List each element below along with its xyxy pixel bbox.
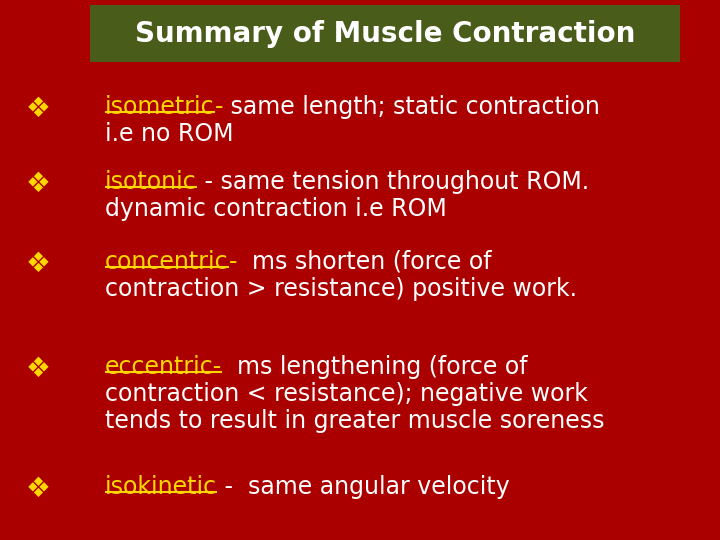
- Text: ❖: ❖: [26, 95, 50, 123]
- Text: eccentric-: eccentric-: [105, 355, 222, 379]
- Text: concentric: concentric: [105, 250, 229, 274]
- Text: isokinetic: isokinetic: [105, 475, 217, 499]
- Text: - same tension throughout ROM.: - same tension throughout ROM.: [197, 170, 589, 194]
- Text: isometric: isometric: [105, 95, 215, 119]
- Text: contraction < resistance); negative work: contraction < resistance); negative work: [105, 382, 588, 406]
- Text: ❖: ❖: [26, 170, 50, 198]
- Text: ❖: ❖: [26, 250, 50, 278]
- Text: ms shorten (force of: ms shorten (force of: [237, 250, 492, 274]
- Text: Summary of Muscle Contraction: Summary of Muscle Contraction: [135, 19, 635, 48]
- Text: -  same angular velocity: - same angular velocity: [217, 475, 510, 499]
- Text: tends to result in greater muscle soreness: tends to result in greater muscle sorene…: [105, 409, 605, 433]
- Text: dynamic contraction i.e ROM: dynamic contraction i.e ROM: [105, 197, 446, 221]
- Text: ❖: ❖: [26, 355, 50, 383]
- Text: contraction > resistance) positive work.: contraction > resistance) positive work.: [105, 277, 577, 301]
- Text: same length; static contraction: same length; static contraction: [223, 95, 600, 119]
- Text: -: -: [215, 95, 223, 119]
- Text: isotonic: isotonic: [105, 170, 197, 194]
- Text: -: -: [229, 250, 237, 274]
- Text: i.e no ROM: i.e no ROM: [105, 122, 233, 146]
- Text: ms lengthening (force of: ms lengthening (force of: [222, 355, 528, 379]
- FancyBboxPatch shape: [90, 5, 680, 62]
- Text: ❖: ❖: [26, 475, 50, 503]
